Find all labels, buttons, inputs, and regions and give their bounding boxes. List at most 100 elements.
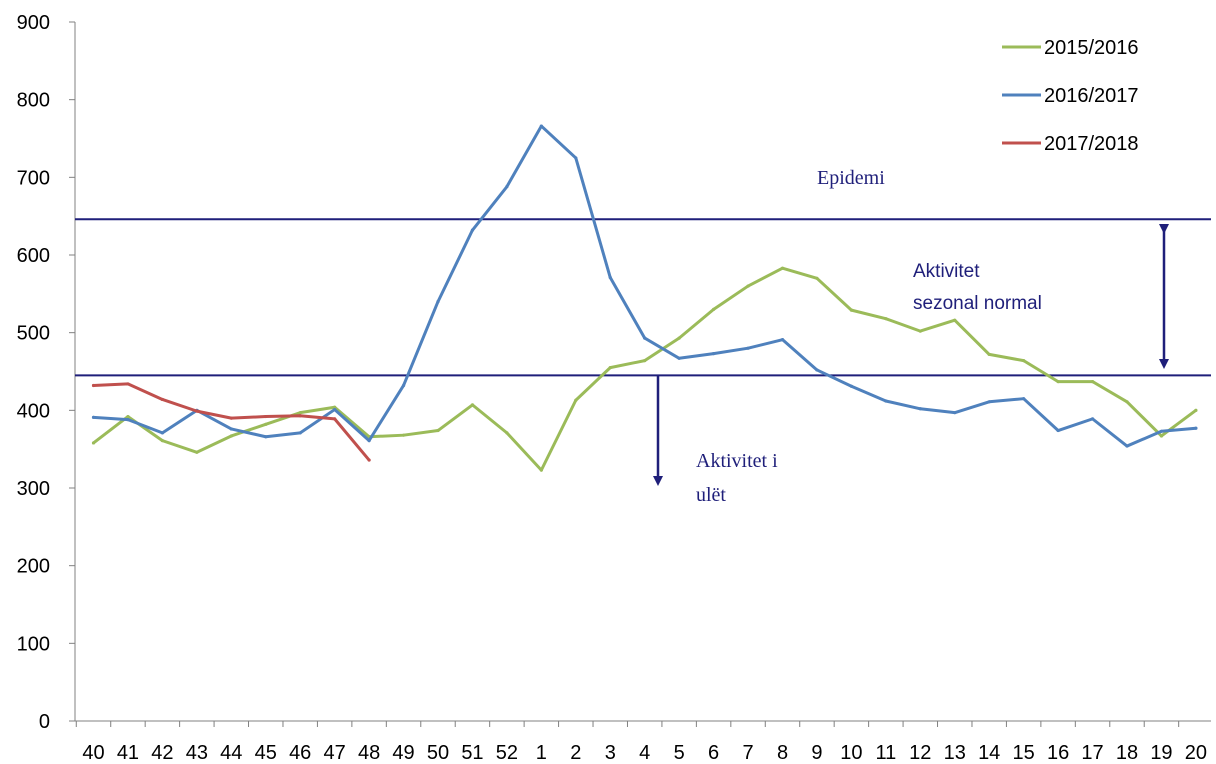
x-tick-label: 19: [1150, 742, 1172, 764]
data-point-2015-2016-9: [815, 276, 819, 280]
data-point-2017-2018-40: [91, 383, 96, 388]
x-tick-label: 11: [875, 742, 896, 764]
data-point-2015-2016-11: [884, 317, 888, 321]
x-tick-label: 16: [1047, 742, 1069, 764]
x-tick-label: 44: [220, 742, 242, 764]
data-point-2017-2018-44: [229, 416, 233, 420]
data-point-2016-2017-6: [712, 352, 716, 356]
data-point-2015-2016-16: [1056, 379, 1060, 384]
x-tick-label: 48: [358, 742, 380, 764]
x-tick-label: 20: [1185, 742, 1207, 764]
y-tick-label: 500: [17, 323, 50, 345]
data-point-2015-2016-50: [436, 428, 440, 433]
data-point-2016-2017-52: [505, 185, 509, 189]
data-point-2015-2016-51: [470, 403, 475, 407]
x-tick-label: 49: [392, 742, 414, 764]
data-point-2016-2017-20: [1194, 426, 1198, 430]
data-point-2016-2017-46: [298, 431, 302, 435]
data-point-2015-2016-8: [780, 266, 785, 270]
x-tick-label: 13: [944, 742, 966, 764]
y-tick-label: 100: [17, 633, 50, 655]
x-tick-label: 6: [708, 742, 719, 764]
x-tick-label: 14: [978, 742, 1000, 764]
x-tick-label: 50: [427, 742, 449, 764]
data-point-2015-2016-49: [401, 433, 406, 437]
data-point-2015-2016-1: [539, 468, 543, 472]
x-tick-label: 12: [909, 742, 931, 764]
data-point-2015-2016-15: [1022, 359, 1026, 363]
data-point-2016-2017-10: [849, 384, 854, 388]
data-point-2016-2017-5: [677, 356, 681, 360]
data-point-2017-2018-42: [160, 397, 164, 402]
data-point-2015-2016-5: [677, 336, 681, 340]
data-point-2017-2018-46: [298, 414, 302, 418]
epidemi-label: Epidemi: [817, 167, 885, 189]
data-point-2016-2017-14: [987, 400, 991, 404]
x-tick-label: 42: [151, 742, 173, 764]
data-point-2015-2016-44: [229, 434, 233, 438]
x-tick-label: 43: [186, 742, 208, 764]
y-tick-label: 600: [17, 245, 50, 267]
data-point-2015-2016-20: [1194, 408, 1198, 412]
annotations: Epidemi Aktivitet sezonal normal Aktivit…: [653, 167, 1169, 506]
data-point-2017-2018-45: [264, 414, 268, 419]
data-point-2015-2016-6: [712, 307, 716, 311]
x-tick-label: 46: [289, 742, 311, 764]
x-tick-label: 7: [742, 742, 753, 764]
y-tick-label: 700: [17, 167, 50, 189]
x-tick-label: 1: [536, 742, 547, 764]
data-point-2016-2017-50: [436, 300, 440, 304]
x-tick-label: 4: [639, 742, 650, 764]
low-activity-label-line-1: Aktivitet i: [696, 450, 778, 472]
data-point-2016-2017-1: [539, 124, 543, 128]
data-point-2015-2016-7: [746, 284, 750, 288]
x-tick-label: 5: [674, 742, 685, 764]
y-tick-label: 0: [39, 711, 50, 733]
data-point-2015-2016-18: [1125, 400, 1129, 404]
data-point-2017-2018-43: [195, 409, 199, 413]
data-point-2016-2017-49: [401, 383, 406, 388]
x-tick-label: 3: [605, 742, 616, 764]
data-point-2016-2017-19: [1159, 429, 1164, 433]
y-tick-label: 800: [17, 90, 50, 112]
y-tick-label: 300: [17, 478, 50, 500]
x-tick-label: 40: [82, 742, 104, 764]
x-tick-label: 18: [1116, 742, 1138, 764]
data-point-2016-2017-12: [918, 407, 922, 411]
data-point-2017-2018-47: [333, 417, 337, 421]
data-point-2017-2018-41: [126, 382, 130, 386]
data-point-2015-2016-43: [195, 450, 199, 454]
series-line-2016-2017: [92, 124, 1198, 448]
legend-item-2015-2016: 2015/2016: [1002, 37, 1139, 59]
data-point-2015-2016-46: [298, 411, 302, 415]
x-tick-label: 17: [1081, 742, 1103, 764]
x-tick-label: 10: [840, 742, 862, 764]
data-point-2015-2016-19: [1159, 434, 1164, 438]
data-point-2016-2017-17: [1090, 417, 1095, 421]
x-tick-label: 45: [255, 742, 277, 764]
data-point-2015-2016-10: [849, 308, 854, 312]
series-lines: [91, 124, 1198, 472]
legend-label-2017-2018: 2017/2018: [1044, 133, 1139, 155]
legend-label-2015-2016: 2015/2016: [1044, 37, 1139, 59]
data-point-2017-2018-48: [367, 458, 371, 462]
data-point-2016-2017-8: [780, 338, 785, 342]
data-point-2016-2017-13: [953, 411, 957, 415]
x-tick-label: 51: [461, 742, 483, 764]
normal-activity-label-line-2: sezonal normal: [913, 293, 1042, 314]
data-point-2016-2017-18: [1125, 444, 1129, 448]
data-point-2016-2017-45: [264, 435, 268, 439]
y-tick-label: 200: [17, 556, 50, 578]
data-point-2015-2016-17: [1090, 379, 1095, 384]
data-point-2016-2017-15: [1022, 397, 1026, 401]
low-activity-label-line-2: ulët: [696, 484, 726, 506]
data-point-2016-2017-7: [746, 346, 750, 350]
data-point-2015-2016-42: [160, 439, 164, 443]
x-tick-label: 8: [777, 742, 788, 764]
data-point-2015-2016-47: [333, 405, 337, 409]
data-point-2015-2016-12: [918, 329, 922, 333]
y-tick-label: 400: [17, 400, 50, 422]
x-tick-label: 9: [811, 742, 822, 764]
